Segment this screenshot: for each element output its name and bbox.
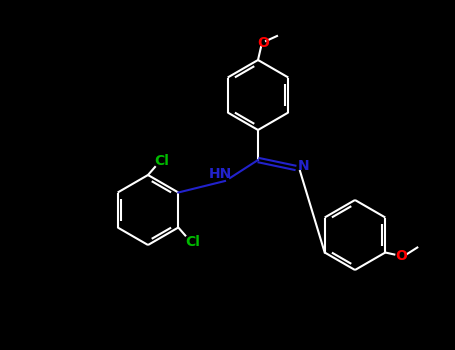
Text: O: O — [257, 36, 269, 50]
Text: Cl: Cl — [185, 234, 200, 248]
Text: Cl: Cl — [155, 154, 169, 168]
Text: O: O — [395, 250, 407, 264]
Text: HN: HN — [208, 167, 232, 181]
Text: N: N — [298, 159, 310, 173]
